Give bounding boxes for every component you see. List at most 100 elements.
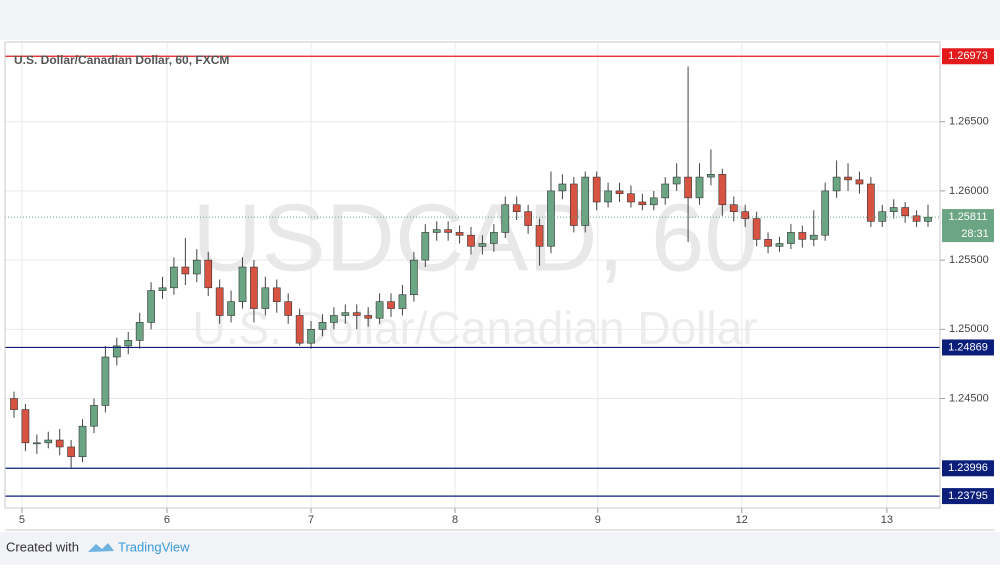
- y-tick-label: 1.24500: [949, 392, 989, 404]
- candle-body: [352, 312, 361, 316]
- candle-body: [261, 287, 270, 309]
- candle-body: [547, 190, 555, 247]
- candle-body: [307, 329, 315, 344]
- y-tick-label: 1.25000: [949, 323, 989, 335]
- candle-body: [375, 301, 384, 319]
- y-tick-label: 1.25500: [949, 254, 989, 266]
- brand-link[interactable]: TradingView: [118, 539, 190, 554]
- candle-body: [501, 204, 510, 233]
- price-label-box: [942, 460, 994, 477]
- candle-body: [410, 259, 418, 296]
- candle-body: [272, 287, 281, 302]
- candle-body: [181, 266, 190, 275]
- price-label: 1.23996: [948, 462, 988, 474]
- candle-body: [364, 315, 373, 319]
- candle-body: [535, 225, 544, 247]
- candle-body: [924, 216, 932, 222]
- candle-body: [295, 315, 304, 344]
- candle-body: [695, 176, 704, 199]
- x-tick-label: 8: [452, 514, 458, 526]
- candle-body: [284, 301, 293, 316]
- x-tick-label: 12: [736, 514, 748, 526]
- candle-body: [124, 340, 133, 347]
- x-tick-label: 7: [308, 514, 314, 526]
- candle-body: [638, 201, 647, 206]
- candle-body: [878, 211, 887, 222]
- candle-body: [844, 176, 852, 181]
- candle-body: [421, 232, 430, 261]
- candle-body: [238, 266, 247, 302]
- last-price-box: [942, 209, 994, 243]
- candle-body: [112, 345, 121, 358]
- candle-body: [90, 405, 98, 427]
- price-label-box: [942, 339, 994, 356]
- candle-body: [787, 232, 795, 244]
- x-tick-label: 9: [595, 514, 601, 526]
- footer-bar: [0, 532, 1000, 565]
- candle-body: [627, 193, 635, 203]
- candle-body: [707, 174, 715, 178]
- watermark: USDCAD, 60: [192, 184, 758, 291]
- candle-body: [809, 234, 818, 240]
- candle-body: [192, 259, 201, 275]
- footer-text: Created with: [6, 539, 79, 554]
- plot-border: [4, 41, 941, 509]
- candle-body: [158, 287, 167, 291]
- candle-body: [467, 234, 475, 247]
- candle-body: [684, 176, 692, 199]
- candle-body: [215, 287, 224, 316]
- candle-body: [21, 409, 30, 444]
- y-tick-label: 1.26000: [949, 185, 989, 197]
- candle-body: [227, 301, 235, 316]
- candle-body: [901, 207, 909, 217]
- candle-body: [604, 190, 612, 203]
- candle-body: [398, 294, 407, 309]
- top-bar: [0, 0, 1000, 40]
- candle-body: [341, 312, 350, 316]
- candle-body: [855, 179, 864, 185]
- candle-body: [867, 183, 875, 222]
- candle-body: [741, 211, 750, 219]
- candle-body: [101, 356, 110, 406]
- candle-body: [478, 243, 487, 247]
- candle-body: [44, 439, 53, 444]
- candle-body: [729, 204, 738, 212]
- price-label-box: [942, 488, 994, 505]
- candle-body: [912, 215, 921, 222]
- candle-body: [764, 239, 772, 247]
- candle-body: [204, 259, 213, 289]
- y-tick-label: 1.26500: [949, 116, 989, 128]
- candle-body: [821, 190, 830, 236]
- candle-body: [524, 211, 532, 226]
- candle-body: [661, 183, 670, 199]
- brand-logo: [88, 543, 114, 552]
- candle-body: [170, 266, 178, 289]
- price-label-box: [942, 48, 994, 65]
- candle-body: [250, 266, 258, 309]
- candle-body: [318, 322, 327, 330]
- x-tick-label: 5: [19, 514, 25, 526]
- candle-body: [135, 322, 144, 341]
- candle-body: [832, 176, 841, 192]
- candle-body: [444, 229, 452, 233]
- candle-body: [569, 183, 578, 226]
- candle-body: [55, 439, 64, 448]
- countdown: 28:31: [961, 228, 989, 240]
- candle-body: [592, 176, 601, 203]
- last-price-label: 1.25811: [949, 211, 988, 223]
- candle-body: [558, 183, 567, 192]
- candle-body: [649, 197, 658, 206]
- candle-body: [752, 218, 761, 240]
- price-label: 1.23795: [948, 490, 988, 502]
- candle-body: [10, 398, 18, 410]
- candle-body: [718, 174, 727, 206]
- candle-body: [67, 446, 75, 457]
- candle-body: [432, 229, 441, 233]
- candle-body: [615, 190, 624, 194]
- x-tick-label: 6: [164, 514, 170, 526]
- candle-body: [33, 442, 41, 445]
- candle-body: [455, 232, 464, 236]
- price-label: 1.26973: [948, 50, 988, 62]
